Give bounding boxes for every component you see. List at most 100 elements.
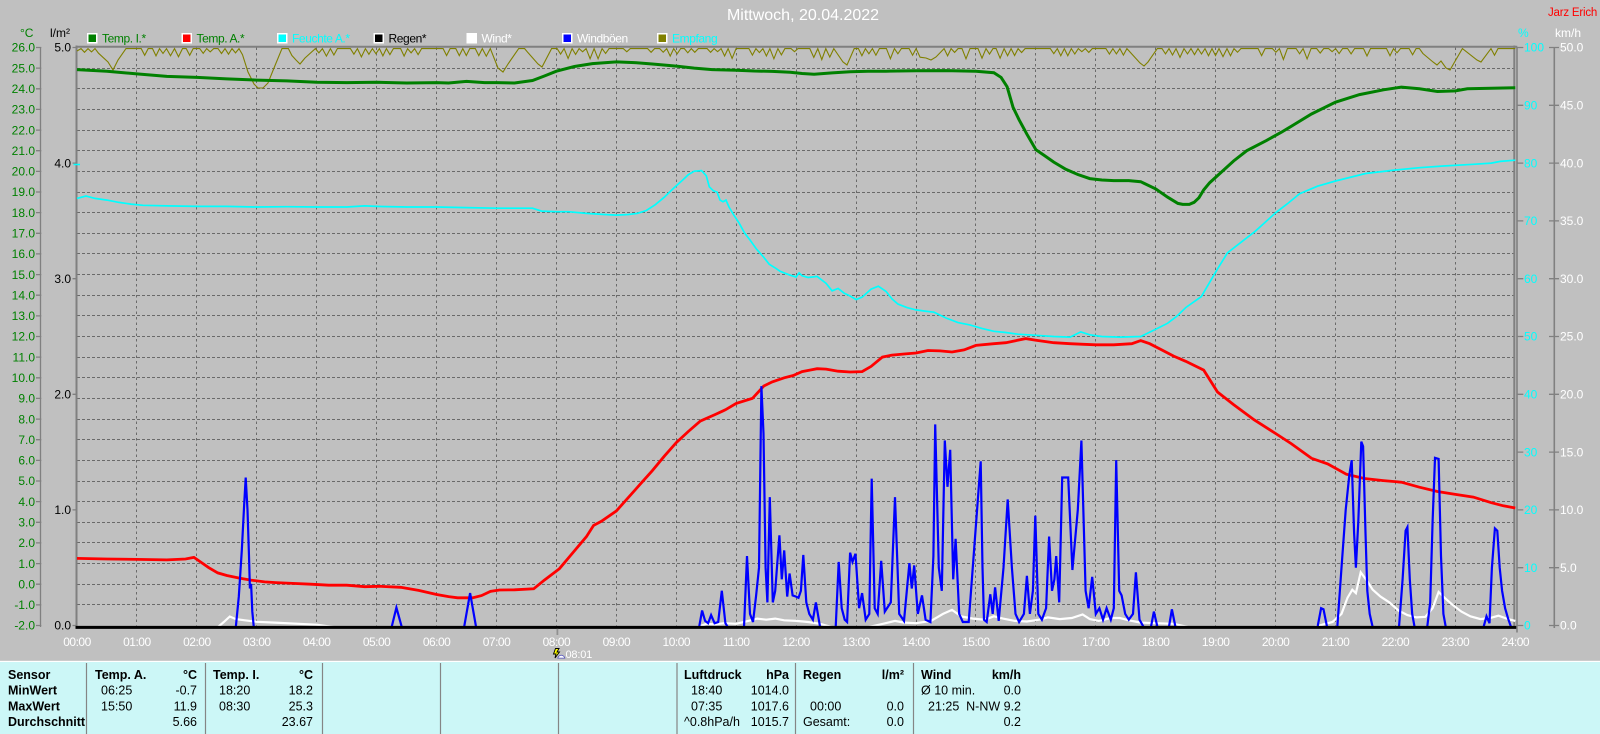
svg-text:3.0: 3.0 — [18, 516, 35, 530]
svg-text:1.0: 1.0 — [54, 503, 71, 517]
svg-text:Sensor: Sensor — [8, 668, 51, 682]
svg-text:18:20: 18:20 — [219, 684, 250, 698]
svg-text:4.0: 4.0 — [18, 495, 35, 509]
svg-text:21.0: 21.0 — [12, 144, 36, 158]
svg-text:24.0: 24.0 — [12, 82, 36, 96]
svg-text:08:01: 08:01 — [566, 649, 593, 661]
svg-text:0.0: 0.0 — [887, 715, 904, 729]
svg-text:24:00: 24:00 — [1502, 635, 1530, 649]
svg-text:20:00: 20:00 — [1262, 635, 1290, 649]
svg-text:21:25: 21:25 — [928, 699, 959, 713]
svg-text:17:00: 17:00 — [1082, 635, 1110, 649]
svg-text:3.0: 3.0 — [54, 272, 71, 286]
svg-text:Regen*: Regen* — [389, 32, 427, 46]
svg-text:11.0: 11.0 — [13, 350, 36, 364]
svg-text:Temp. A.: Temp. A. — [95, 668, 146, 682]
svg-text:Temp. I.*: Temp. I.* — [102, 32, 146, 46]
svg-text:09:00: 09:00 — [603, 635, 631, 649]
svg-text:6.0: 6.0 — [18, 454, 35, 468]
svg-text:18:40: 18:40 — [691, 684, 722, 698]
svg-text:0.0: 0.0 — [54, 619, 71, 633]
svg-text:19.0: 19.0 — [12, 185, 36, 199]
svg-text:15:50: 15:50 — [101, 699, 132, 713]
svg-text:Temp. I.: Temp. I. — [213, 668, 259, 682]
svg-text:40.0: 40.0 — [1560, 156, 1584, 170]
svg-text:-0.7: -0.7 — [175, 684, 197, 698]
svg-text:25.0: 25.0 — [12, 61, 36, 75]
svg-text:km/h: km/h — [992, 668, 1021, 682]
svg-text:l/m²: l/m² — [50, 26, 70, 40]
svg-text:5.0: 5.0 — [54, 41, 71, 55]
svg-text:18.0: 18.0 — [12, 206, 36, 220]
svg-text:05:00: 05:00 — [363, 635, 391, 649]
svg-text:23:00: 23:00 — [1442, 635, 1470, 649]
svg-text:^0.8hPa/h: ^0.8hPa/h — [684, 715, 740, 729]
svg-text:15.0: 15.0 — [1560, 445, 1584, 459]
svg-text:70: 70 — [1524, 214, 1538, 228]
svg-text:11.9: 11.9 — [174, 699, 197, 713]
svg-text:N-NW 9.2: N-NW 9.2 — [966, 699, 1021, 713]
svg-text:°C: °C — [20, 26, 34, 40]
svg-text:06:00: 06:00 — [423, 635, 451, 649]
svg-text:22.0: 22.0 — [12, 123, 36, 137]
svg-text:02:00: 02:00 — [183, 635, 211, 649]
svg-text:2.0: 2.0 — [54, 388, 71, 402]
svg-text:100: 100 — [1524, 41, 1544, 55]
svg-text:Feuchte A.*: Feuchte A.* — [292, 32, 350, 46]
svg-text:12.0: 12.0 — [12, 330, 36, 344]
svg-text:00:00: 00:00 — [810, 699, 841, 713]
svg-text:MinWert: MinWert — [8, 684, 58, 698]
svg-text:Wind*: Wind* — [482, 32, 513, 46]
svg-text:50.0: 50.0 — [1560, 41, 1584, 55]
svg-text:08:00: 08:00 — [543, 635, 571, 649]
svg-text:Wind: Wind — [921, 668, 951, 682]
svg-text:Empfang: Empfang — [672, 32, 717, 46]
svg-text:14.0: 14.0 — [12, 288, 36, 302]
svg-text:0.0: 0.0 — [1560, 619, 1577, 633]
svg-text:5.0: 5.0 — [18, 474, 35, 488]
svg-text:26.0: 26.0 — [12, 41, 36, 55]
svg-text:20.0: 20.0 — [12, 165, 36, 179]
svg-text:-1.0: -1.0 — [14, 598, 35, 612]
svg-text:22:00: 22:00 — [1382, 635, 1410, 649]
svg-text:40: 40 — [1524, 388, 1538, 402]
svg-text:08:30: 08:30 — [219, 699, 250, 713]
svg-text:0: 0 — [1524, 619, 1531, 633]
svg-text:5.0: 5.0 — [1560, 561, 1577, 575]
svg-text:km/h: km/h — [1555, 26, 1581, 40]
svg-text:11:00: 11:00 — [723, 635, 750, 649]
svg-text:21:00: 21:00 — [1322, 635, 1350, 649]
svg-text:2.0: 2.0 — [18, 536, 35, 550]
svg-text:10:00: 10:00 — [663, 635, 691, 649]
svg-text:30.0: 30.0 — [1560, 272, 1584, 286]
svg-text:18.2: 18.2 — [289, 684, 313, 698]
svg-text:Gesamt:: Gesamt: — [803, 715, 850, 729]
svg-text:50: 50 — [1524, 330, 1538, 344]
svg-text:13.0: 13.0 — [12, 309, 36, 323]
svg-text:90: 90 — [1524, 99, 1538, 113]
svg-text:10: 10 — [1524, 561, 1538, 575]
svg-text:23.67: 23.67 — [282, 715, 313, 729]
svg-text:10.0: 10.0 — [12, 371, 36, 385]
svg-text:Mittwoch, 20.04.2022: Mittwoch, 20.04.2022 — [727, 7, 879, 24]
svg-text:12:00: 12:00 — [782, 635, 810, 649]
svg-text:06:25: 06:25 — [101, 684, 132, 698]
svg-text:01:00: 01:00 — [123, 635, 151, 649]
svg-text:25.0: 25.0 — [1560, 330, 1584, 344]
svg-text:0.2: 0.2 — [1004, 715, 1021, 729]
svg-text:07:00: 07:00 — [483, 635, 511, 649]
svg-text:13:00: 13:00 — [842, 635, 870, 649]
svg-text:4.0: 4.0 — [54, 156, 71, 170]
svg-text:17.0: 17.0 — [12, 227, 36, 241]
svg-text:hPa: hPa — [766, 668, 790, 682]
svg-text:9.0: 9.0 — [18, 392, 35, 406]
svg-text:14:00: 14:00 — [902, 635, 930, 649]
svg-text:7.0: 7.0 — [18, 433, 35, 447]
svg-text:80: 80 — [1524, 156, 1538, 170]
svg-text:45.0: 45.0 — [1560, 99, 1584, 113]
svg-text:l/m²: l/m² — [882, 668, 904, 682]
svg-text:16.0: 16.0 — [12, 247, 36, 261]
svg-text:Jarz Erich: Jarz Erich — [1548, 7, 1597, 19]
svg-text:Durchschnitt: Durchschnitt — [8, 715, 86, 729]
svg-text:15.0: 15.0 — [12, 268, 36, 282]
